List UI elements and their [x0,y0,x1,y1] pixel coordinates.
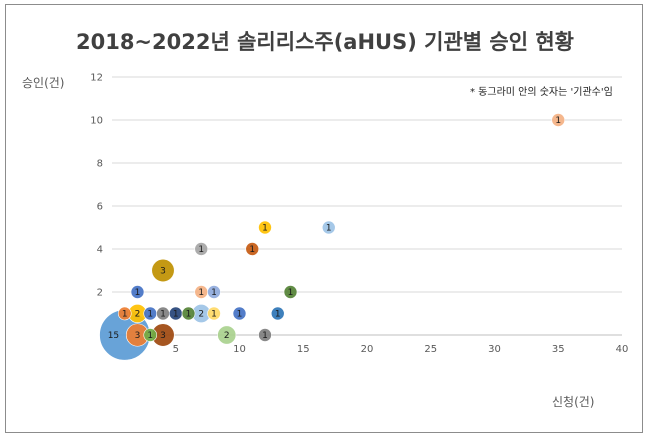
bubble-label: 2 [135,310,141,320]
data-bubble [117,306,132,321]
bubble-label: 2 [224,331,230,341]
bubble-label: 1 [288,288,294,298]
bubble-label: 1 [249,245,255,255]
data-bubble [217,325,237,345]
bubble-label: 1 [198,245,204,255]
data-bubble [258,220,272,235]
x-axis-label: 신청(건) [552,395,595,409]
x-tick-label: 40 [616,344,629,355]
bubble-label: 1 [147,310,153,320]
x-tick-label: 5 [173,344,179,355]
data-bubble [143,328,158,342]
bubble-label: 1 [198,288,204,298]
bubble-label: 1 [275,310,281,320]
data-bubble [270,306,285,321]
data-bubble [321,220,336,235]
y-tick-label: 8 [97,159,103,170]
data-bubble [551,113,566,127]
bubble-label: 3 [135,331,141,341]
bubble-label: 1 [211,310,217,320]
bubble-label: 3 [160,331,166,341]
chart-title: 2018~2022년 솔리리스주(aHUS) 기관별 승인 현황 [75,30,574,54]
x-tick-label: 25 [424,344,437,355]
bubble-label: 1 [186,310,192,320]
x-tick-label: 20 [361,344,374,355]
bubble-label: 15 [108,331,119,341]
bubble-label: 1 [160,310,166,320]
bubble-label: 1 [262,224,268,234]
y-tick-label: 10 [90,116,103,127]
bubble-label: 1 [211,288,217,298]
y-tick-label: 2 [97,288,103,299]
bubble-label: 1 [262,331,268,341]
data-bubble [207,306,221,321]
chart-annotation: * 동그라미 안의 숫자는 '기관수'임 [470,87,613,98]
data-bubble [232,306,247,321]
bubble-label: 3 [160,267,166,277]
data-bubble [130,285,145,299]
y-axis-label: 승인(건) [22,76,65,90]
bubble-label: 1 [173,310,179,320]
x-tick-label: 30 [488,344,501,355]
bubble-label: 1 [326,224,332,234]
data-bubble [207,285,221,299]
bubble-label: 1 [135,288,141,298]
data-bubble [194,242,209,256]
chart-frame [5,4,643,433]
y-tick-label: 4 [97,245,103,256]
data-bubble [283,285,298,299]
data-bubble [181,306,196,321]
data-bubble [245,242,260,256]
x-tick-label: 15 [297,344,310,355]
y-tick-label: 6 [97,202,103,213]
bubble-label: 1 [122,310,128,320]
x-tick-label: 35 [552,344,565,355]
data-bubble [151,258,175,283]
data-bubble [258,328,272,342]
bubble-label: 1 [147,331,153,341]
x-tick-label: 10 [233,344,246,355]
bubble-label: 1 [555,116,561,126]
bubble-label: 1 [237,310,243,320]
y-tick-label: 12 [90,73,103,84]
bubble-label: 2 [198,310,204,320]
